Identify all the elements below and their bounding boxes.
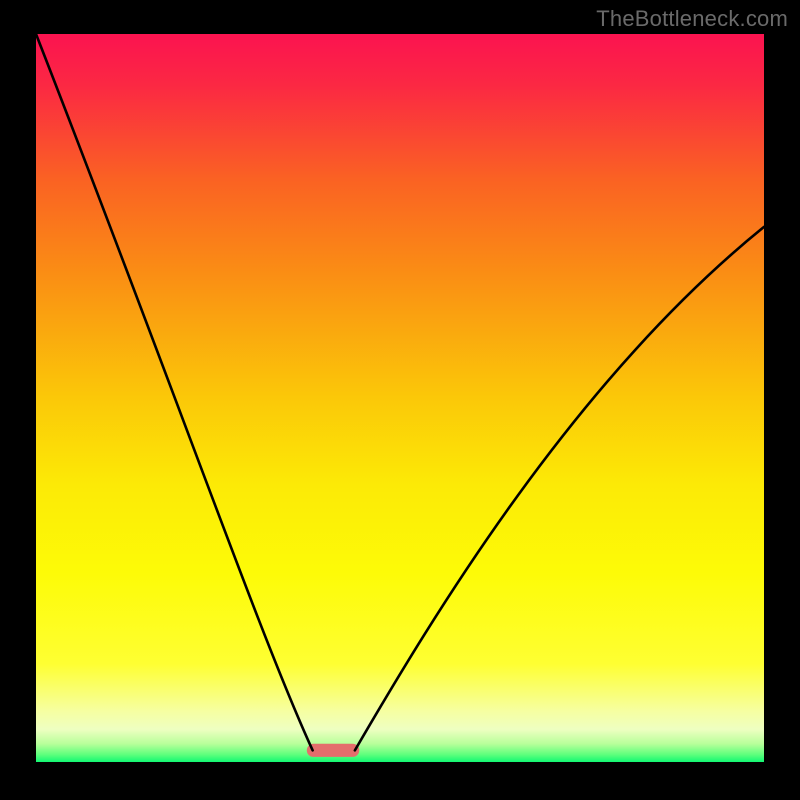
watermark-text: TheBottleneck.com	[596, 6, 788, 32]
optimal-marker	[307, 744, 359, 757]
gradient-plot-area	[36, 34, 764, 762]
bottleneck-chart	[0, 0, 800, 800]
chart-container: TheBottleneck.com	[0, 0, 800, 800]
